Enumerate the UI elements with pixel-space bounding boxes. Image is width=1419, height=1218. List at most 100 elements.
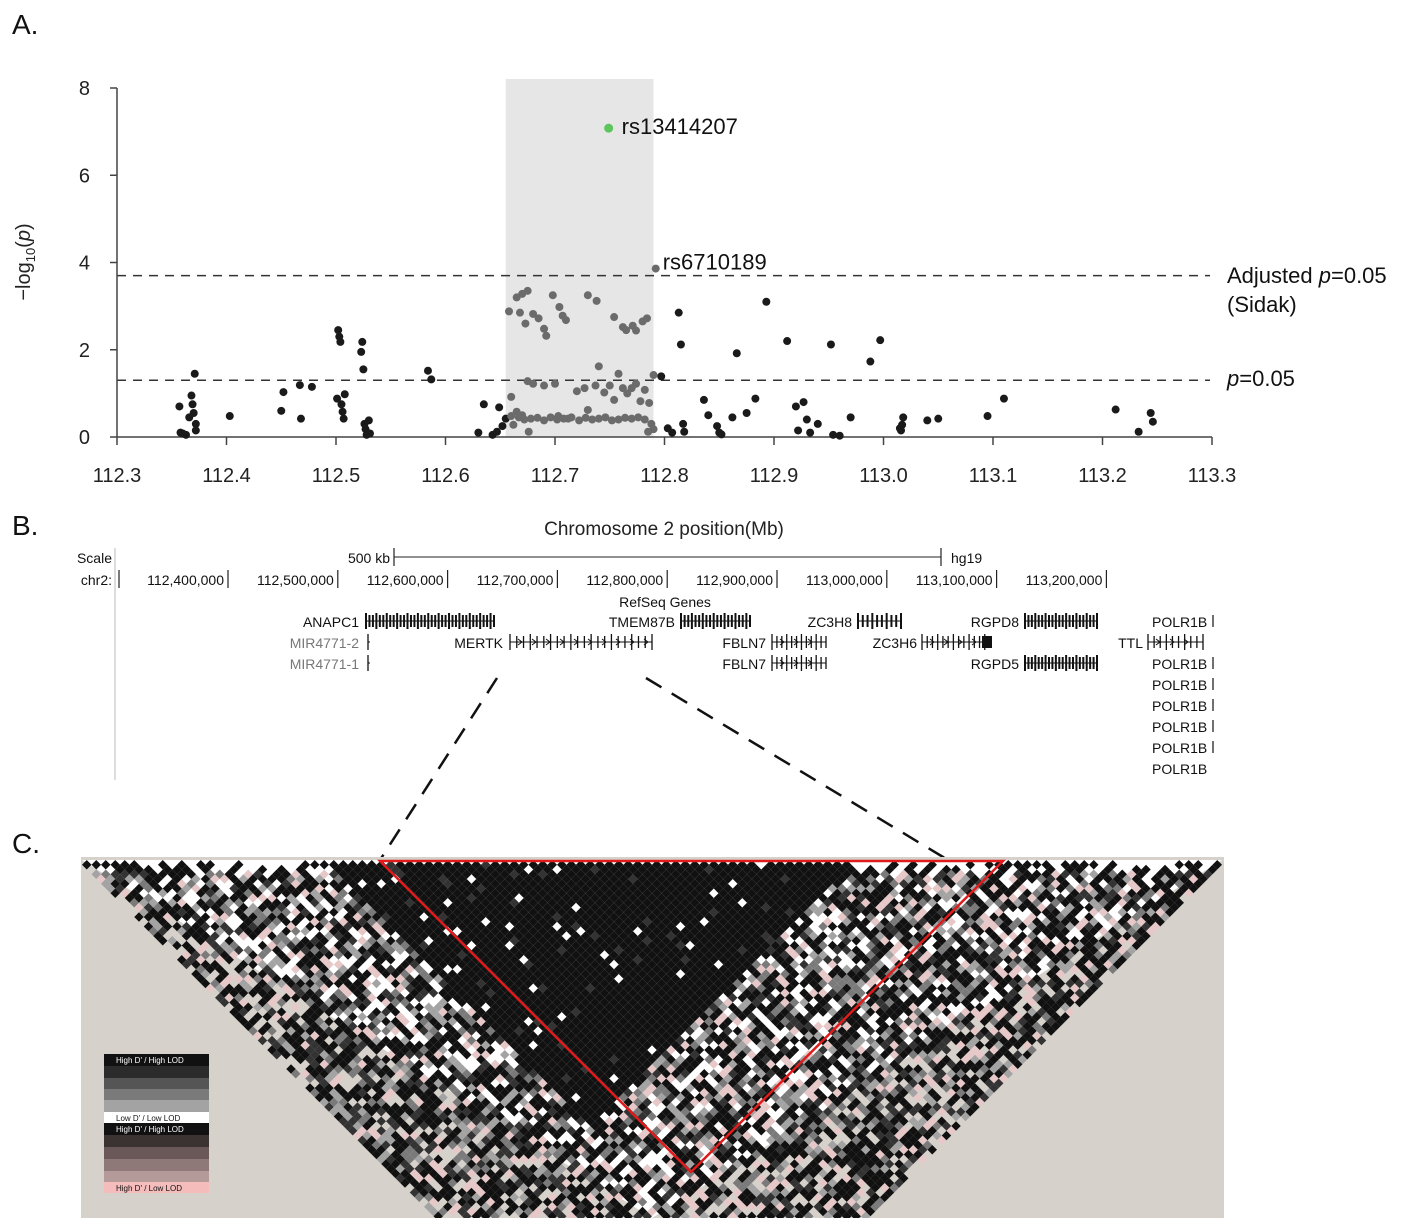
x-tick-label-6: 112.9 [750, 465, 799, 487]
snp-point [829, 430, 838, 439]
snp-point-region [520, 415, 529, 424]
ld-cell [300, 860, 310, 870]
snp-point-region [614, 415, 623, 424]
snp-point [1111, 405, 1120, 414]
position-ticks: 112,400,000 112,500,000 112,600,000 112,700… [147, 570, 1108, 588]
ld-cell [913, 1092, 923, 1103]
snp-point-region [540, 381, 549, 390]
y-tick-label-4: 4 [79, 253, 90, 275]
ld-cell [889, 888, 899, 898]
ld-cell [234, 860, 244, 870]
snp-point-region [515, 308, 524, 317]
snp-point-region [610, 395, 619, 404]
ld-cell [253, 1012, 263, 1022]
snp-point [898, 420, 907, 429]
ld-cell [747, 1211, 757, 1218]
ld-cell [357, 1012, 367, 1022]
ld-cell [348, 936, 358, 946]
snp-point [923, 416, 932, 425]
snp-point [835, 431, 844, 440]
snp-point-region [523, 286, 532, 295]
ld-cell [319, 869, 329, 879]
ld-cell [694, 1045, 705, 1055]
ld-cells [82, 860, 1222, 1218]
ld-cell [257, 864, 268, 875]
snp-point-region [649, 371, 658, 380]
snp-point [791, 402, 800, 411]
gene-model-ttl [1147, 634, 1204, 650]
snp-point [364, 416, 373, 425]
ld-cell [338, 888, 348, 898]
ld-cell [827, 921, 838, 932]
gene-model-zc3h6-utr [982, 636, 992, 648]
ld-cell [462, 1211, 472, 1218]
snp-point [680, 427, 689, 436]
threshold-label-sidak: Adjusted p=0.05 [1227, 263, 1387, 288]
ld-cell [742, 1064, 752, 1074]
snp-label-rs13414207: rs13414207 [622, 114, 738, 139]
ld-cell [438, 1045, 448, 1055]
snp-point-rs6710189 [651, 264, 660, 273]
ld-cell [832, 955, 842, 965]
y-tick-label-2: 2 [79, 340, 90, 362]
snp-point [799, 398, 808, 407]
ld-cell [775, 1211, 785, 1218]
ld-cell [899, 1173, 909, 1183]
snp-point [742, 409, 751, 418]
snp-point [357, 347, 366, 356]
ld-cell [438, 1092, 448, 1103]
snp-point [334, 326, 343, 335]
ld-cell [576, 1126, 586, 1136]
snp-point-region [521, 319, 530, 328]
ld-cell [870, 869, 880, 879]
snp-point-region [636, 397, 645, 406]
ld-cell [614, 1211, 624, 1218]
snp-point-region [592, 296, 601, 305]
snp-point [676, 340, 685, 349]
snp-point [225, 412, 234, 421]
y-tick-label-6: 6 [79, 165, 90, 187]
snp-point-region [622, 326, 631, 335]
gene-model-rgpd8 [1024, 613, 1098, 629]
ld-cell [728, 1145, 738, 1155]
ld-cell [899, 1031, 909, 1041]
position-label-4: 112,800,000 [586, 572, 663, 588]
ld-cell [766, 1211, 776, 1218]
snp-point-region [529, 379, 538, 388]
gene-model-fbln7-b [771, 655, 827, 671]
position-label-8: 113,200,000 [1026, 572, 1103, 588]
ld-cell [633, 1211, 643, 1218]
ld-cell [804, 917, 814, 927]
ld-cell [766, 1116, 776, 1126]
snp-point [336, 337, 345, 346]
assembly-label: hg19 [951, 550, 982, 566]
ld-cell [694, 1054, 705, 1065]
gene-label-anapc1: ANAPC1 [303, 614, 359, 630]
ld-cell [1027, 1045, 1037, 1055]
ld-cell [671, 1211, 681, 1218]
ld-cell [699, 1211, 709, 1218]
snp-point [479, 400, 488, 409]
ld-cell [371, 1026, 382, 1036]
position-label-0: 112,400,000 [147, 572, 224, 588]
snp-point [732, 349, 741, 358]
snp-point [679, 419, 688, 428]
lead-snp-point [604, 123, 614, 133]
ld-cell [899, 1116, 909, 1126]
ld-cell [865, 1026, 876, 1036]
snp-point-region [588, 415, 597, 424]
gene-label-zc3h6: ZC3H6 [873, 635, 918, 651]
gene-model-mir4771-1 [367, 655, 370, 671]
snp-point-region [605, 381, 614, 390]
snp-point-region [591, 381, 600, 390]
ld-cell [557, 1211, 567, 1218]
gene-label-polr1b-6: POLR1B [1152, 740, 1207, 756]
ld-cell [200, 912, 211, 922]
ld-cell [433, 1211, 443, 1218]
x-tick-label-8: 113.1 [969, 465, 1018, 487]
ld-cell [709, 1211, 719, 1218]
ld-cell [319, 879, 329, 889]
snp-point [338, 407, 347, 416]
gene-label-mertk: MERTK [454, 635, 503, 651]
